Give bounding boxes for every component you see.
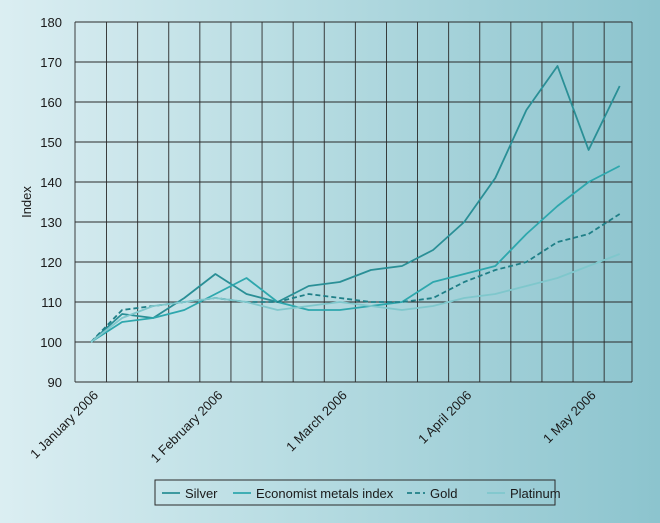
y-tick-label: 120	[40, 255, 62, 270]
x-tick-label: 1 February 2006	[147, 388, 225, 466]
series-line-silver	[90, 65, 621, 343]
grid	[74, 21, 633, 383]
x-axis-ticks: 1 January 2006 1 February 2006 1 March 200…	[27, 388, 599, 466]
legend-label: Platinum	[510, 486, 561, 501]
y-tick-label: 90	[48, 375, 62, 390]
series-line-economist-metals-index	[90, 165, 621, 343]
legend-label: Economist metals index	[256, 486, 394, 501]
y-tick-label: 160	[40, 95, 62, 110]
legend-label: Silver	[185, 486, 218, 501]
y-tick-label: 150	[40, 135, 62, 150]
legend-label: Gold	[430, 486, 457, 501]
series-line-platinum	[90, 253, 621, 343]
legend-box	[154, 479, 556, 506]
y-tick-label: 110	[41, 295, 62, 310]
y-axis-ticks: 90 100 110 120 130 140 150 160 170 180	[40, 15, 62, 390]
y-tick-label: 180	[40, 15, 62, 30]
x-tick-label: 1 April 2006	[415, 388, 474, 447]
x-tick-label: 1 March 2006	[283, 388, 350, 455]
y-tick-label: 140	[40, 175, 62, 190]
legend: Silver Economist metals index Gold Platinum	[154, 479, 561, 506]
series	[90, 65, 621, 343]
y-axis-title: Index	[19, 186, 34, 218]
x-tick-label: 1 January 2006	[27, 388, 101, 462]
series-line-gold	[90, 213, 621, 343]
y-tick-label: 170	[40, 55, 62, 70]
x-tick-label: 1 May 2006	[540, 388, 599, 447]
y-tick-label: 130	[40, 215, 62, 230]
y-tick-label: 100	[40, 335, 62, 350]
